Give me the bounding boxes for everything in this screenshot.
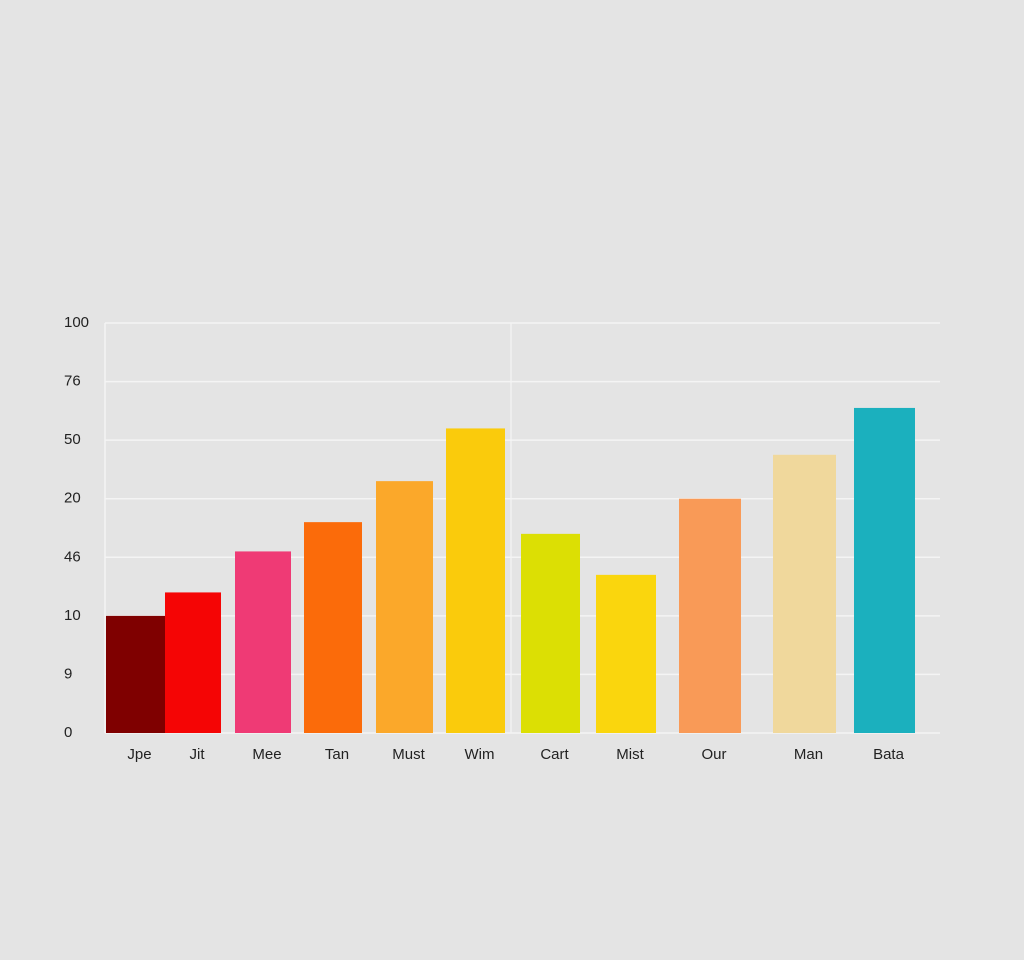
x-tick-label: Tan <box>325 746 349 763</box>
bar <box>773 454 836 733</box>
bar <box>854 407 915 733</box>
bar <box>106 615 165 733</box>
x-tick-label: Cart <box>540 746 569 763</box>
y-tick-label: 10 <box>64 607 81 624</box>
x-tick-label: Wim <box>465 746 495 763</box>
y-tick-label: 76 <box>64 373 81 390</box>
bar <box>521 533 580 733</box>
x-tick-label: Our <box>701 746 726 763</box>
y-tick-label: 46 <box>64 548 81 565</box>
x-tick-label: Mist <box>616 746 644 763</box>
x-tick-label: Must <box>392 746 425 763</box>
bar <box>376 481 433 733</box>
bar <box>596 574 656 733</box>
x-tick-label: Mee <box>252 746 281 763</box>
bar <box>679 498 741 733</box>
bar <box>446 428 505 733</box>
y-tick-label: 100 <box>64 314 89 331</box>
x-tick-label: Bata <box>873 746 905 763</box>
bar <box>235 551 291 733</box>
x-tick-label: Jit <box>190 746 206 763</box>
y-tick-label: 0 <box>64 724 72 741</box>
x-tick-label: Man <box>794 746 823 763</box>
bar <box>165 592 221 733</box>
y-tick-label: 50 <box>64 431 81 448</box>
bar <box>304 522 362 733</box>
y-tick-label: 9 <box>64 665 72 682</box>
x-tick-label: Jpe <box>127 746 151 763</box>
y-tick-label: 20 <box>64 490 81 507</box>
